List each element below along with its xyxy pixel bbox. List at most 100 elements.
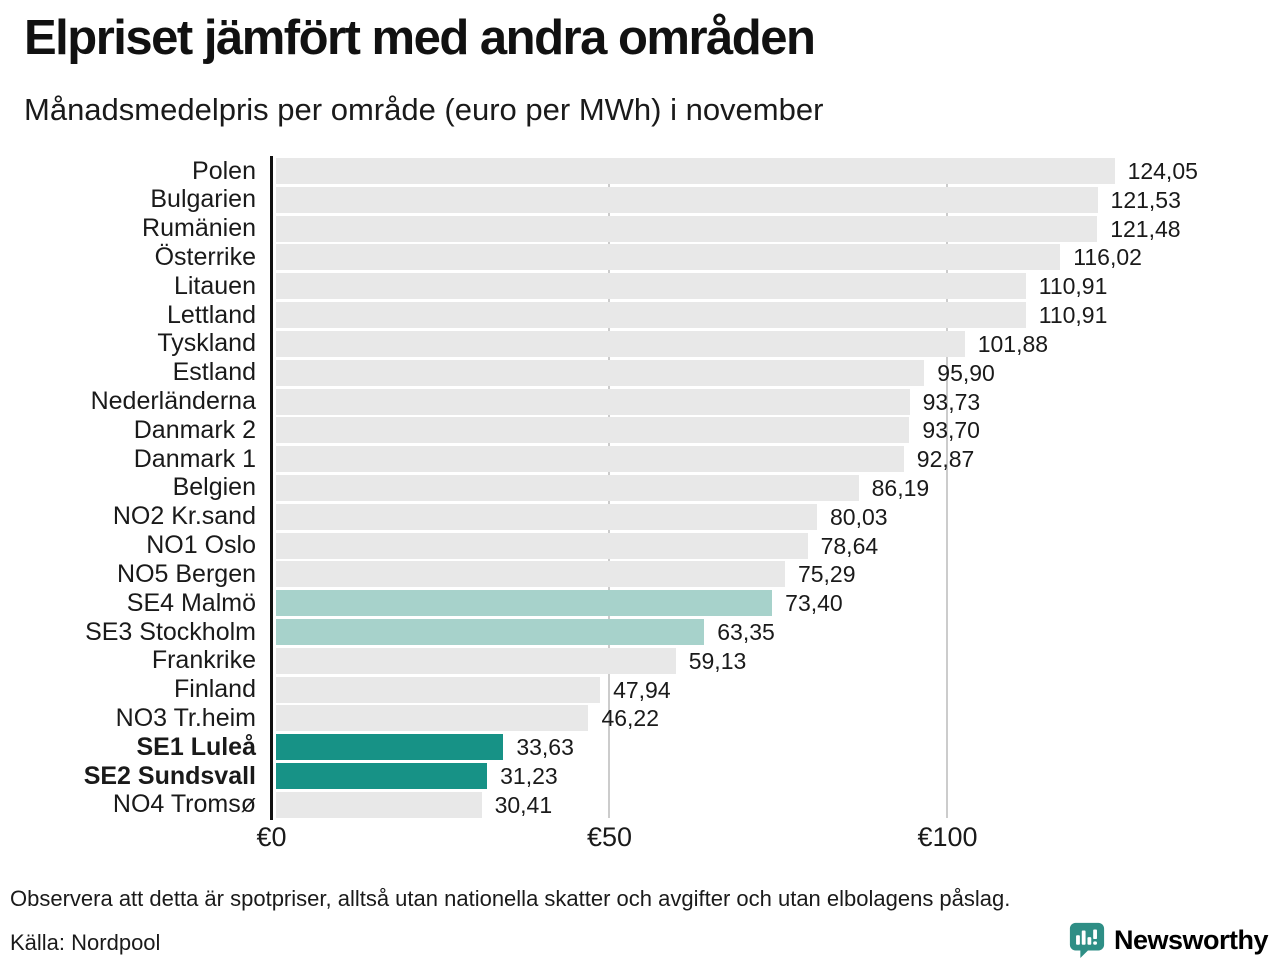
value-label: 30,41 <box>494 791 553 818</box>
bar <box>276 302 1026 329</box>
category-label: Frankrike <box>151 646 256 675</box>
bar-zone: 124,05 <box>270 158 1280 184</box>
bar <box>276 763 488 790</box>
value-label: 75,29 <box>797 561 856 588</box>
category-label: Nederländerna <box>90 387 256 415</box>
bar-rows: Polen 124,05 Bulgarien 121,53 Rumänien 121,48… <box>0 157 1280 819</box>
category-label: Finland <box>174 675 256 704</box>
bar-row: Lettland 110,91 <box>0 300 1280 329</box>
value-label: 46,22 <box>601 705 659 732</box>
value-label: 110,91 <box>1038 273 1108 300</box>
source-label: Källa: Nordpool <box>10 930 161 955</box>
footnote: Observera att detta är spotpriser, allts… <box>10 886 1011 911</box>
bar-zone: 73,40 <box>270 590 1280 617</box>
category-label: Rumänien <box>142 214 256 243</box>
category-label: SE3 Stockholm <box>85 617 256 646</box>
bar <box>276 647 676 674</box>
value-label: 124,05 <box>1127 158 1198 184</box>
bar <box>276 446 904 473</box>
bar-row: Österrike 116,02 <box>0 243 1280 271</box>
value-label: 78,64 <box>820 532 879 559</box>
value-label: 93,73 <box>922 388 981 415</box>
bar-zone: 75,29 <box>270 561 1280 588</box>
bar <box>276 532 808 559</box>
bar-zone: 95,90 <box>270 359 1280 386</box>
bar-row: NO2 Kr.sand 80,03 <box>0 502 1280 531</box>
bar <box>276 676 601 703</box>
bar-row: Rumänien 121,48 <box>0 214 1280 243</box>
value-label: 101,88 <box>977 330 1049 357</box>
value-label: 33,63 <box>516 734 574 761</box>
bar <box>276 619 705 645</box>
category-label: NO4 Tromsø <box>112 790 256 819</box>
bar <box>276 474 859 501</box>
bar-zone: 92,87 <box>270 446 1280 473</box>
bar-row: SE3 Stockholm 63,35 <box>0 617 1280 646</box>
bar-zone: 93,70 <box>270 417 1280 444</box>
bar-zone: 59,13 <box>270 647 1280 674</box>
bar-row: Belgien 86,19 <box>0 473 1280 501</box>
category-label: SE1 Luleå <box>136 732 257 761</box>
value-label: 80,03 <box>830 503 888 530</box>
bar-zone: 78,64 <box>270 532 1280 559</box>
gridline <box>946 158 948 818</box>
bar-row: Finland 47,94 <box>0 675 1280 704</box>
category-label: Danmark 2 <box>133 415 256 444</box>
bar-row: Estland 95,90 <box>0 358 1280 386</box>
category-label: NO2 Kr.sand <box>112 502 256 531</box>
bar <box>276 503 817 530</box>
bar-zone: 86,19 <box>270 474 1280 501</box>
category-label: NO5 Bergen <box>117 559 256 588</box>
bar-zone: 93,73 <box>270 388 1280 415</box>
bar-row: NO5 Bergen 75,29 <box>0 559 1280 588</box>
bar-zone: 31,23 <box>270 763 1280 790</box>
bar-row: Nederländerna 93,73 <box>0 387 1280 415</box>
bar-zone: 116,02 <box>270 244 1280 271</box>
bar <box>276 417 910 444</box>
x-axis: €0 €50 €100 <box>0 822 1280 862</box>
bar <box>276 330 965 357</box>
bar-zone: 30,41 <box>270 791 1280 818</box>
bar <box>276 244 1061 271</box>
y-axis-line <box>270 156 273 820</box>
bar-row: NO1 Oslo 78,64 <box>0 531 1280 560</box>
bar-row: Polen 124,05 <box>0 157 1280 185</box>
bar <box>276 359 925 386</box>
bar <box>276 705 589 732</box>
bar-zone: 110,91 <box>270 273 1280 300</box>
value-label: 92,87 <box>916 446 975 473</box>
value-label: 31,23 <box>500 763 558 790</box>
value-label: 47,94 <box>613 676 671 703</box>
bar-zone: 110,91 <box>270 302 1280 329</box>
category-label: Lettland <box>167 300 256 329</box>
category-label: Tyskland <box>157 329 256 358</box>
bar <box>276 590 773 617</box>
category-label: SE2 Sundsvall <box>83 761 256 790</box>
page-title: Elpriset jämfört med andra områden <box>24 11 816 65</box>
bar-chart: Polen 124,05 Bulgarien 121,53 Rumänien 121,48… <box>0 156 1280 820</box>
bar-row: Tyskland 101,88 <box>0 329 1280 358</box>
bar <box>276 388 910 415</box>
value-label: 93,70 <box>922 417 980 444</box>
category-label: NO3 Tr.heim <box>115 703 256 732</box>
page-subtitle: Månadsmedelpris per område (euro per MWh… <box>24 92 824 127</box>
value-label: 116,02 <box>1073 244 1142 271</box>
bar-zone: 121,53 <box>270 186 1280 213</box>
bar <box>276 791 482 818</box>
value-label: 63,35 <box>717 619 775 645</box>
category-label: NO1 Oslo <box>146 531 256 560</box>
bar <box>276 186 1098 213</box>
bar-row: Danmark 2 93,70 <box>0 415 1280 444</box>
bar <box>276 273 1026 300</box>
bar-row: Bulgarien 121,53 <box>0 185 1280 214</box>
category-label: SE4 Malmö <box>126 588 256 617</box>
newsworthy-logo: Newsworthy <box>1068 921 1269 959</box>
bar-row: Litauen 110,91 <box>0 272 1280 300</box>
value-label: 86,19 <box>871 474 930 501</box>
x-axis-label: €0 <box>256 822 287 852</box>
bar-row: Frankrike 59,13 <box>0 646 1280 675</box>
bar-row: SE4 Malmö 73,40 <box>0 588 1280 617</box>
bar-row: SE1 Luleå 33,63 <box>0 732 1280 761</box>
category-label: Bulgarien <box>150 185 256 214</box>
newsworthy-chart-bubble-icon <box>1069 922 1105 959</box>
